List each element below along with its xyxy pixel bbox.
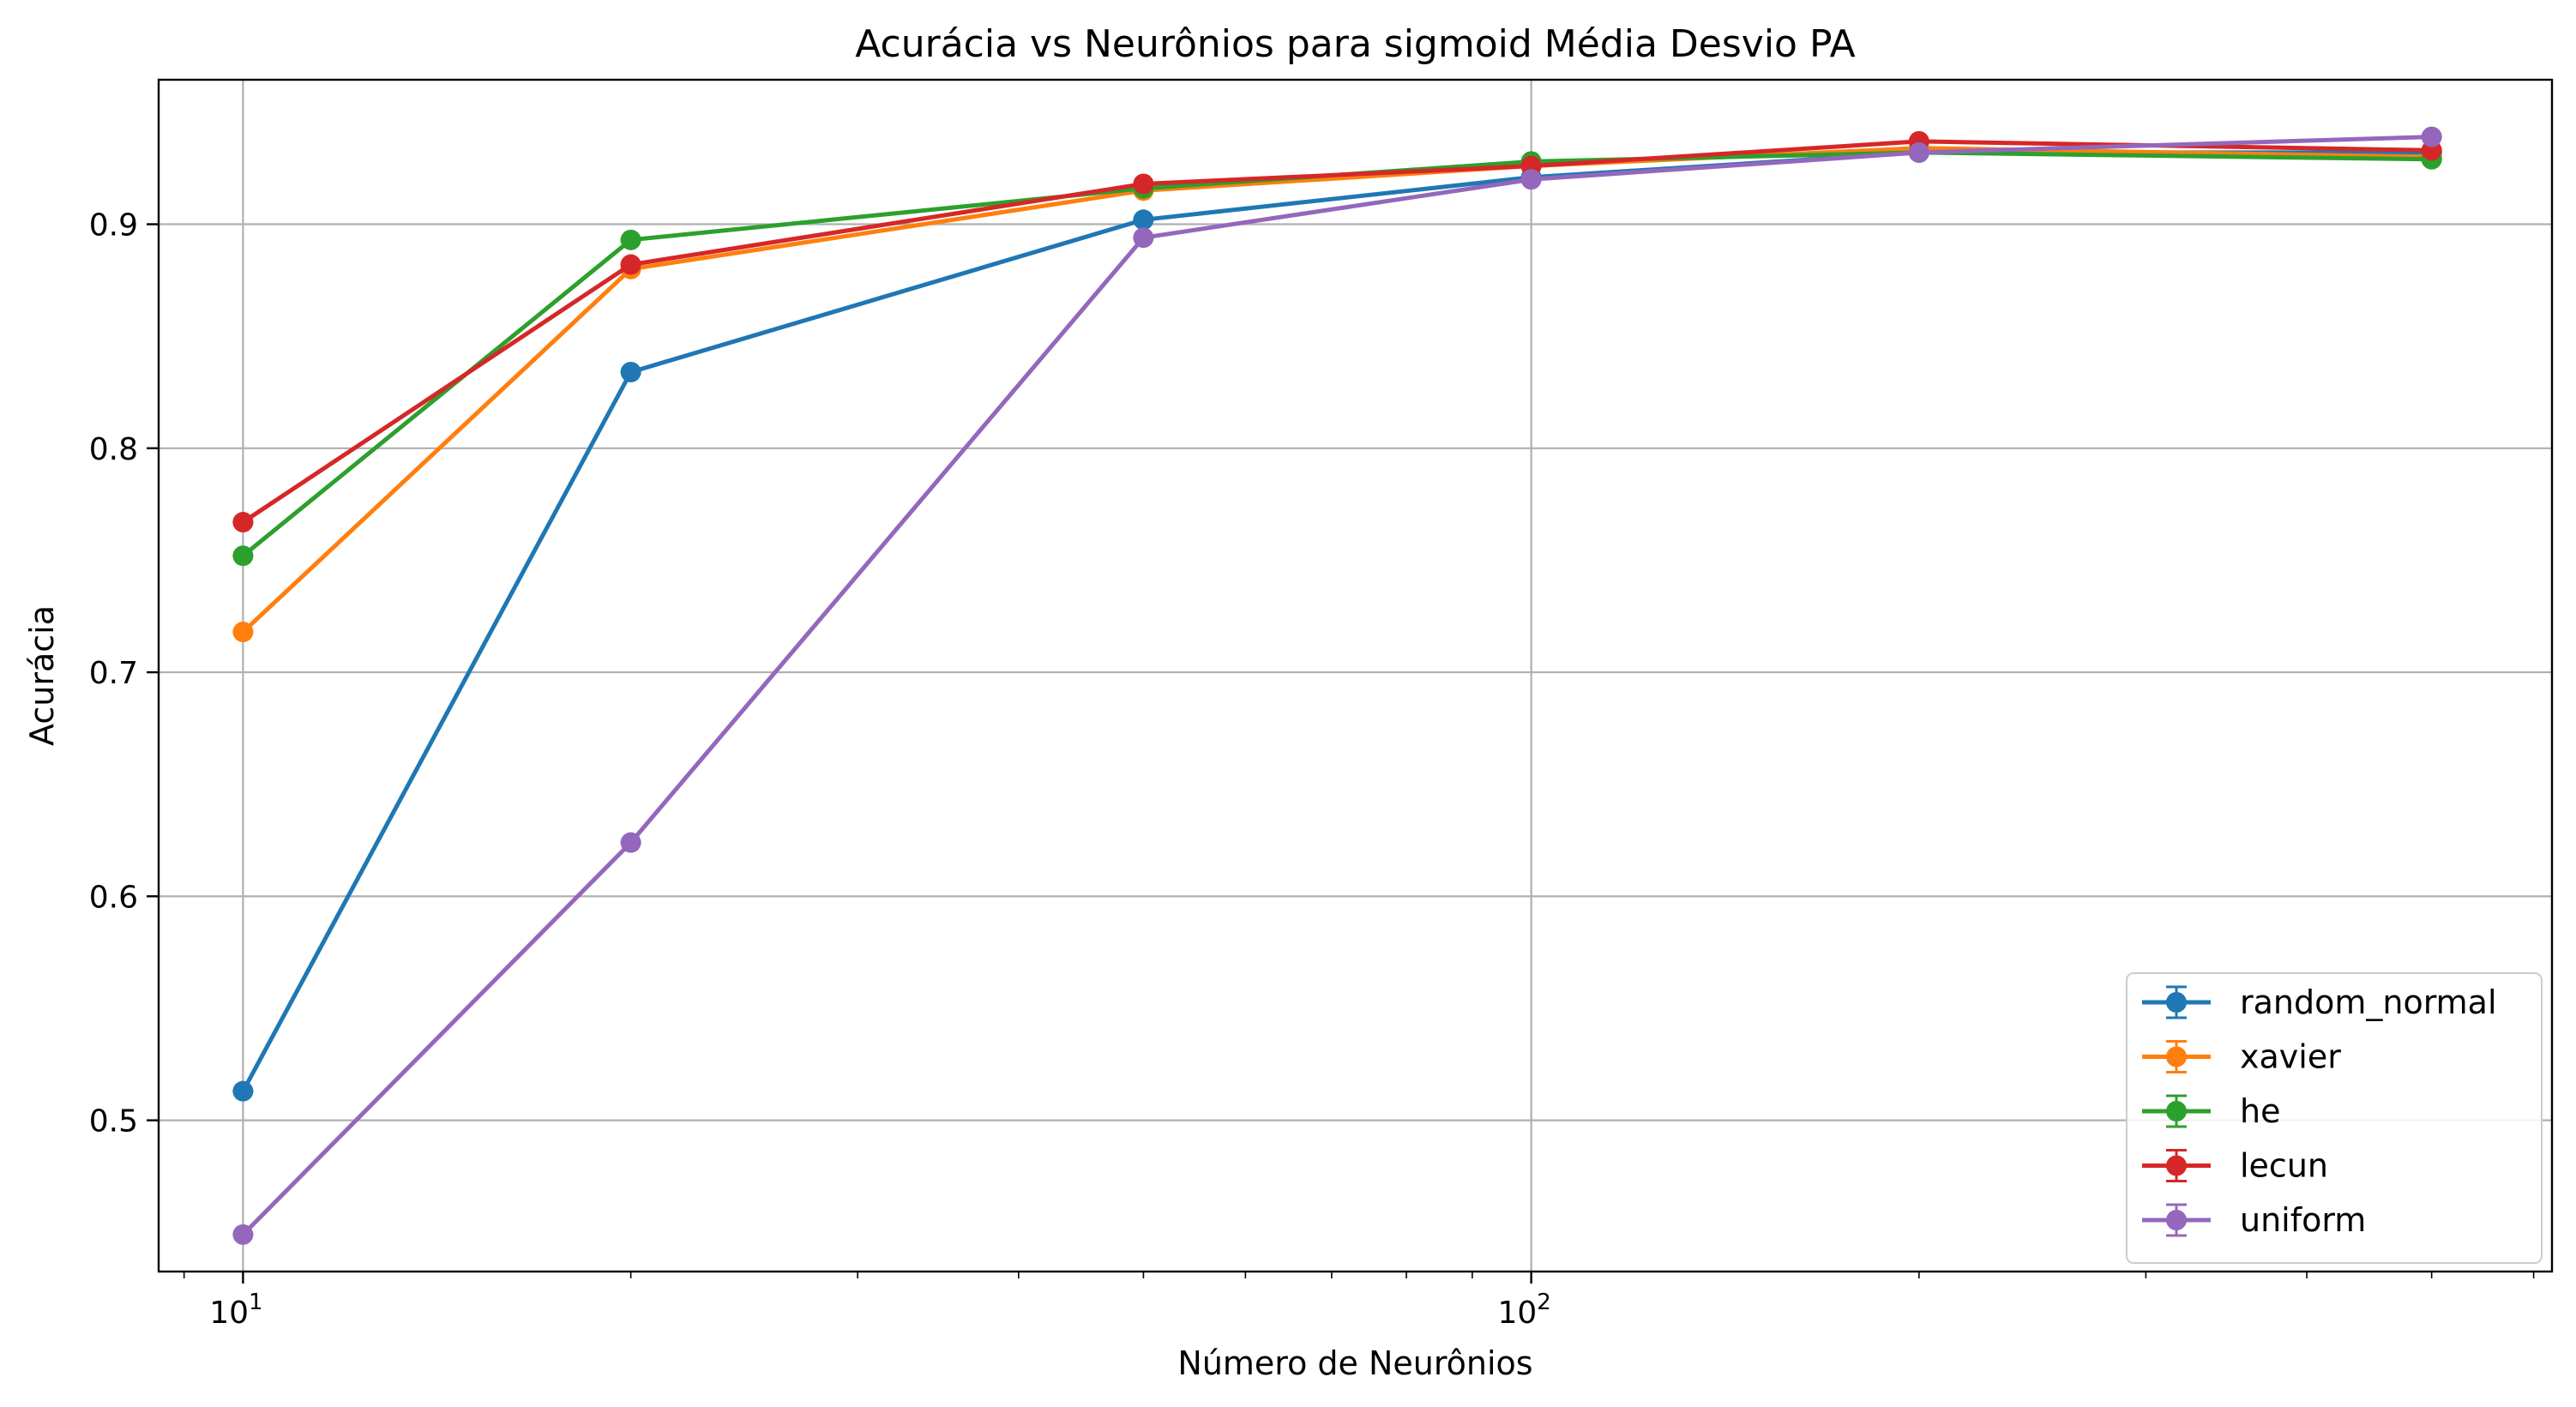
legend-marker xyxy=(2166,1210,2187,1230)
data-point xyxy=(620,229,641,250)
x-tick-exponent: 2 xyxy=(1537,1290,1551,1315)
series-line xyxy=(241,135,2432,1236)
legend-label: lecun xyxy=(2240,1147,2328,1185)
data-point xyxy=(1133,227,1154,249)
y-axis-label: Acurácia xyxy=(23,605,61,746)
series-layer xyxy=(232,126,2442,1245)
data-point xyxy=(1133,173,1154,195)
x-tick-base: 10 xyxy=(1497,1296,1537,1331)
x-tick-exponent: 1 xyxy=(249,1290,263,1315)
data-point xyxy=(232,1224,254,1245)
legend-marker xyxy=(2166,1046,2187,1067)
data-point xyxy=(2421,126,2442,147)
data-point xyxy=(1908,141,1929,163)
legend-label: random_normal xyxy=(2240,983,2497,1021)
legend-item-xavier: xavier xyxy=(2142,1038,2341,1076)
legend-item-uniform: uniform xyxy=(2142,1201,2366,1239)
axes-frame xyxy=(157,78,2554,1273)
data-point xyxy=(232,1080,254,1102)
chart-title: Acurácia vs Neurônios para sigmoid Média… xyxy=(855,22,1856,66)
data-point xyxy=(620,361,641,382)
legend-label: he xyxy=(2240,1092,2280,1130)
grid xyxy=(159,80,2552,1272)
legend-item-lecun: lecun xyxy=(2142,1147,2328,1185)
series-uniform xyxy=(232,126,2442,1245)
x-tick-label: 102 xyxy=(1497,1290,1550,1331)
x-axis-label: Número de Neurônios xyxy=(1177,1344,1532,1382)
x-tick-label: 101 xyxy=(209,1290,262,1331)
legend-label: uniform xyxy=(2240,1201,2366,1239)
data-point xyxy=(620,254,641,275)
y-tick-label: 0.9 xyxy=(89,208,138,244)
data-point xyxy=(1133,209,1154,231)
legend-marker xyxy=(2166,1155,2187,1176)
legend-item-random_normal: random_normal xyxy=(2142,983,2497,1021)
legend-label: xavier xyxy=(2240,1038,2341,1076)
data-point xyxy=(1520,169,1542,190)
legend-marker xyxy=(2166,992,2187,1013)
legend-marker xyxy=(2166,1101,2187,1121)
y-tick-label: 0.6 xyxy=(89,880,138,915)
data-point xyxy=(620,832,641,853)
y-tick-label: 0.7 xyxy=(89,656,138,691)
legend-item-he: he xyxy=(2142,1092,2280,1130)
x-tick-base: 10 xyxy=(209,1296,249,1331)
y-tick-label: 0.8 xyxy=(89,432,138,467)
series-line xyxy=(242,139,2432,525)
data-point xyxy=(232,622,254,643)
legend-box xyxy=(2126,972,2543,1264)
y-tick-label: 0.5 xyxy=(89,1104,138,1139)
data-point xyxy=(232,545,254,567)
data-point xyxy=(232,512,254,533)
